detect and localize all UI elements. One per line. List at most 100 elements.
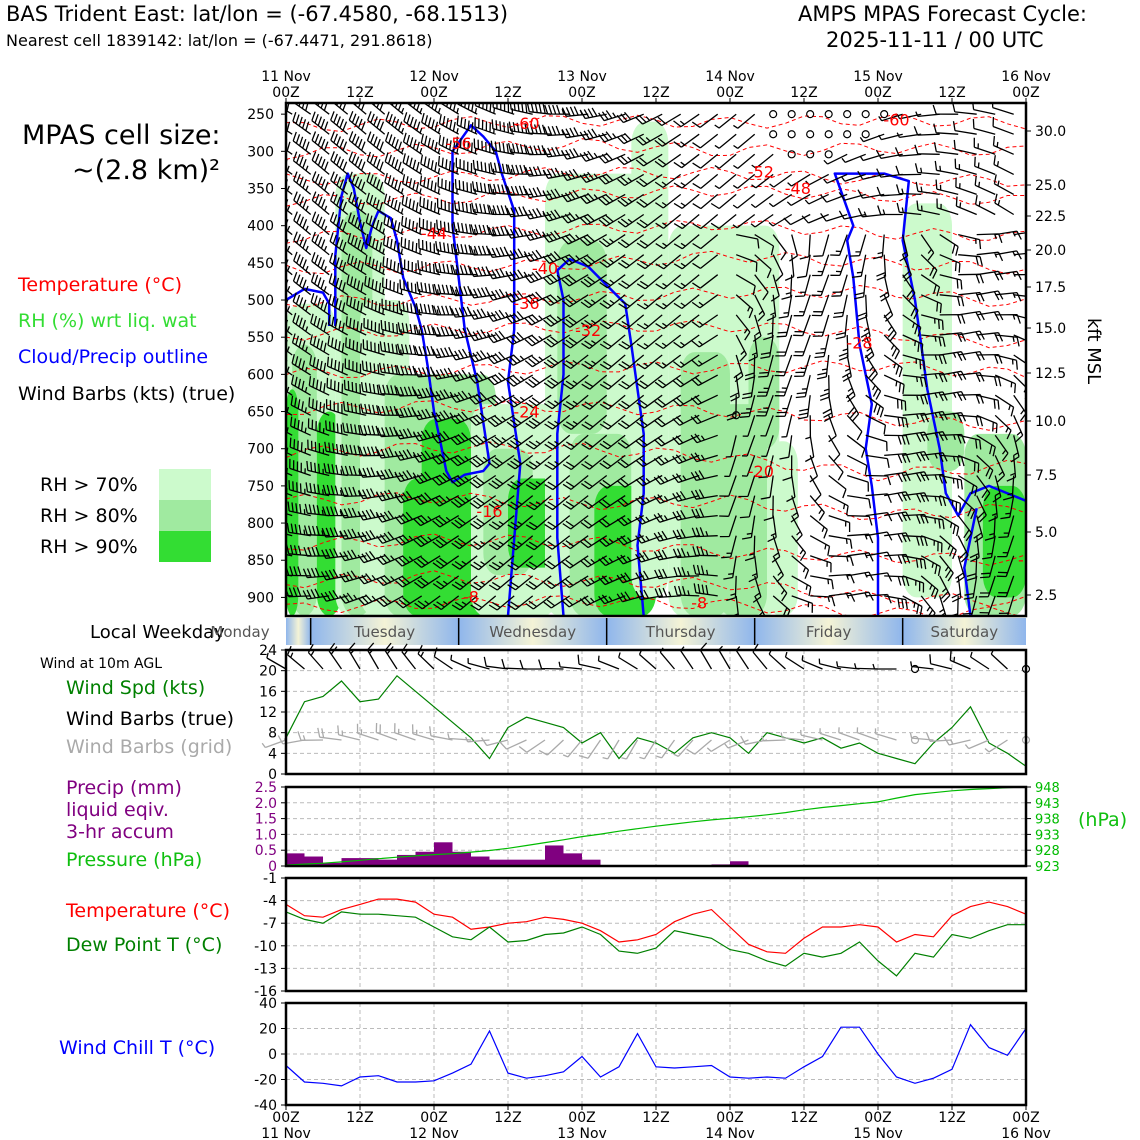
wind-barb <box>781 274 793 300</box>
station-title: BAS Trident East: lat/lon = (-67.4580, -… <box>6 2 509 26</box>
wind-barb <box>655 294 682 310</box>
wind-barb <box>311 111 330 135</box>
wind-barb <box>469 454 497 468</box>
wind-barb <box>468 350 496 363</box>
pressure-line <box>285 786 1027 866</box>
wind-barb-grid <box>518 739 546 753</box>
wind-barb-10m <box>990 649 1008 670</box>
wind-barb <box>339 528 367 540</box>
wind-barb <box>380 319 404 336</box>
wind-barb <box>735 334 747 362</box>
y-tick-label: 850 <box>247 553 274 569</box>
wind-barb <box>693 583 718 597</box>
wind-barb <box>865 474 892 486</box>
wind-barb <box>414 575 441 589</box>
wind-barb <box>691 527 718 538</box>
wind-barb <box>957 474 978 497</box>
wind-barb <box>951 575 962 603</box>
wind-barb <box>754 254 772 279</box>
top-time-tick-label: 00Z <box>420 85 447 101</box>
wind-barb <box>635 495 663 506</box>
y-tick-label: 900 <box>247 590 274 606</box>
wind-barb <box>330 171 349 195</box>
wind-barb <box>636 213 663 229</box>
wind-barb <box>865 414 887 435</box>
weekday-band <box>606 618 755 645</box>
wind-barb <box>824 130 833 139</box>
wind-barb <box>902 334 924 354</box>
bottom-time-tick-label: 12Z <box>642 1110 669 1126</box>
wind-barb <box>488 225 515 237</box>
wind-barb <box>451 264 478 276</box>
wind-barb <box>561 106 589 117</box>
legend-rh: RH (%) wrt liq. wat <box>18 310 197 332</box>
wind-barb <box>561 127 589 139</box>
wind-barb <box>902 431 930 443</box>
wind-barb <box>976 434 996 457</box>
isotherm-line <box>286 533 1026 566</box>
y-tick-label: 0 <box>268 1047 277 1063</box>
wind-barb <box>400 258 422 276</box>
calm-circle <box>910 735 920 745</box>
wind-barb <box>311 191 330 215</box>
wind-barb <box>733 113 756 129</box>
wind-barbs-true-label: Wind Barbs (true) <box>66 708 235 730</box>
wind-barb <box>786 475 796 503</box>
wind-barb <box>847 591 874 601</box>
wind-barb <box>992 136 1014 155</box>
wind-barb <box>655 234 682 250</box>
wind-barb <box>598 555 626 567</box>
wind-barb <box>488 555 515 571</box>
wind-barb <box>507 474 534 490</box>
wind-barb-grid <box>297 731 324 741</box>
wind-barb <box>542 230 570 243</box>
wind-barb <box>865 511 893 522</box>
wind-barb <box>562 474 589 490</box>
wind-barb <box>673 153 700 169</box>
wind-barb-10m <box>910 661 934 670</box>
wind-barb <box>377 405 404 416</box>
wind-barb <box>690 374 719 387</box>
wind-barb <box>376 468 404 481</box>
wind-barb <box>544 104 570 115</box>
wind-barb <box>507 535 534 551</box>
wind-barb <box>616 515 644 527</box>
wind-barb <box>524 314 552 326</box>
model-title: AMPS MPAS Forecast Cycle: <box>798 2 1087 26</box>
wind-barb <box>673 585 700 597</box>
wind-barb <box>921 431 948 442</box>
y-tick-label: 8 <box>268 726 277 742</box>
wind-barb <box>311 171 330 195</box>
wind-barb <box>376 447 404 459</box>
wind-barb <box>580 234 608 247</box>
top-time-tick-label: 00Z <box>568 85 595 101</box>
wind-barb <box>741 515 756 540</box>
wind-barb <box>286 159 293 175</box>
wind-barb <box>806 130 815 139</box>
wind-barb <box>857 207 885 218</box>
isotherm-line <box>286 595 1021 616</box>
wind-barb <box>935 179 959 196</box>
temperature-frame <box>284 876 1028 993</box>
cell-size-label: MPAS cell size: <box>22 120 221 151</box>
wind-barb <box>902 374 928 388</box>
wind-barbs-grid-label: Wind Barbs (grid) <box>66 736 233 758</box>
wind-barb <box>787 130 796 139</box>
wind-barb <box>636 414 663 429</box>
wind-barb <box>365 192 386 216</box>
wind-barb <box>561 575 589 589</box>
wind-barb-10m <box>638 649 657 670</box>
wind-barb <box>655 213 682 229</box>
wind-barb <box>878 113 903 122</box>
wind-barb <box>739 495 756 519</box>
wind-barb <box>342 422 367 436</box>
wind-barb <box>654 173 682 189</box>
wind-barb <box>505 354 534 366</box>
precip-label-2: liquid eqiv. <box>66 799 169 821</box>
rh90-swatch <box>159 531 211 562</box>
isotherm-label: -60 <box>883 110 909 129</box>
wind-barb <box>399 279 422 296</box>
wind-barb <box>846 394 860 422</box>
wind-barb <box>843 130 852 139</box>
wind-barb-grid <box>780 732 805 741</box>
